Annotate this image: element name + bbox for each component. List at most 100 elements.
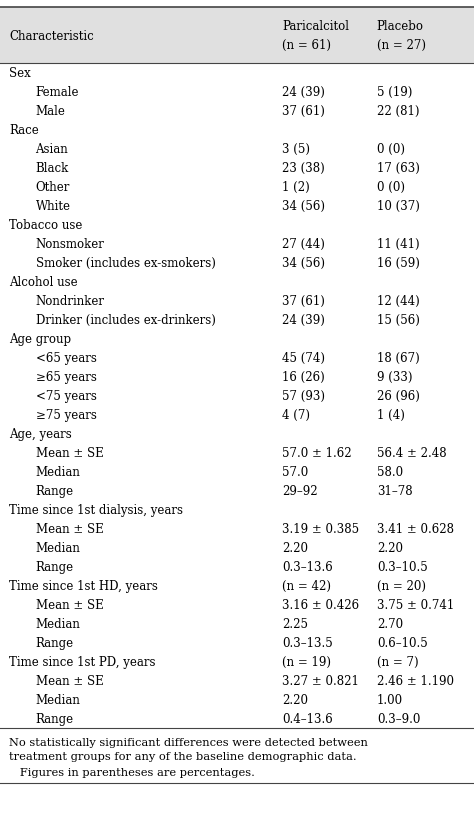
Text: 29–92: 29–92 [282, 484, 318, 498]
Text: Alcohol use: Alcohol use [9, 276, 78, 289]
Text: 3.16 ± 0.426: 3.16 ± 0.426 [282, 599, 359, 611]
Text: White: White [36, 200, 71, 213]
Text: Time since 1st PD, years: Time since 1st PD, years [9, 655, 156, 668]
Text: 16 (59): 16 (59) [377, 257, 419, 270]
Text: Paricalcitol: Paricalcitol [282, 21, 349, 33]
Text: 9 (33): 9 (33) [377, 371, 412, 383]
Text: Mean ± SE: Mean ± SE [36, 674, 103, 687]
Text: Time since 1st dialysis, years: Time since 1st dialysis, years [9, 503, 183, 517]
Text: 0.4–13.6: 0.4–13.6 [282, 712, 333, 725]
Text: Age group: Age group [9, 333, 72, 345]
Text: Sex: Sex [9, 67, 31, 80]
Text: Asian: Asian [36, 142, 68, 156]
Text: 0.3–9.0: 0.3–9.0 [377, 712, 420, 725]
Text: (n = 7): (n = 7) [377, 655, 419, 668]
Text: ≥75 years: ≥75 years [36, 408, 96, 421]
Text: (n = 20): (n = 20) [377, 580, 426, 592]
Text: Median: Median [36, 465, 81, 479]
Text: 2.46 ± 1.190: 2.46 ± 1.190 [377, 674, 454, 687]
Text: 24 (39): 24 (39) [282, 86, 325, 99]
Text: Age, years: Age, years [9, 427, 72, 440]
Text: 0.3–13.5: 0.3–13.5 [282, 636, 333, 649]
Text: Range: Range [36, 712, 73, 725]
Text: 1 (2): 1 (2) [282, 181, 310, 194]
Text: 3.19 ± 0.385: 3.19 ± 0.385 [282, 522, 359, 536]
Text: Median: Median [36, 617, 81, 630]
Text: 34 (56): 34 (56) [282, 200, 325, 213]
Text: 37 (61): 37 (61) [282, 105, 325, 118]
Text: 5 (19): 5 (19) [377, 86, 412, 99]
Text: (n = 42): (n = 42) [282, 580, 331, 592]
Text: 2.25: 2.25 [282, 617, 308, 630]
Text: 37 (61): 37 (61) [282, 295, 325, 308]
Text: 1 (4): 1 (4) [377, 408, 405, 421]
Text: 57 (93): 57 (93) [282, 389, 325, 402]
Text: Range: Range [36, 636, 73, 649]
Text: 31–78: 31–78 [377, 484, 412, 498]
Text: Figures in parentheses are percentages.: Figures in parentheses are percentages. [9, 767, 255, 777]
Text: Drinker (includes ex-drinkers): Drinker (includes ex-drinkers) [36, 314, 215, 326]
Text: Male: Male [36, 105, 65, 118]
Text: Mean ± SE: Mean ± SE [36, 522, 103, 536]
Text: ≥65 years: ≥65 years [36, 371, 96, 383]
Text: 3 (5): 3 (5) [282, 142, 310, 156]
Text: 2.20: 2.20 [282, 542, 308, 554]
Text: 27 (44): 27 (44) [282, 238, 325, 251]
Text: Median: Median [36, 542, 81, 554]
Text: 2.20: 2.20 [282, 693, 308, 706]
Text: 10 (37): 10 (37) [377, 200, 419, 213]
Text: 3.27 ± 0.821: 3.27 ± 0.821 [282, 674, 359, 687]
Text: 24 (39): 24 (39) [282, 314, 325, 326]
Text: 34 (56): 34 (56) [282, 257, 325, 270]
Text: Characteristic: Characteristic [9, 30, 94, 42]
Text: Range: Range [36, 484, 73, 498]
Text: Range: Range [36, 561, 73, 573]
Text: Placebo: Placebo [377, 21, 424, 33]
Text: 23 (38): 23 (38) [282, 161, 325, 175]
Text: 0 (0): 0 (0) [377, 142, 405, 156]
Text: 0.3–10.5: 0.3–10.5 [377, 561, 428, 573]
Text: 11 (41): 11 (41) [377, 238, 419, 251]
Text: Nondrinker: Nondrinker [36, 295, 105, 308]
Text: (n = 61): (n = 61) [282, 38, 331, 51]
Text: 4 (7): 4 (7) [282, 408, 310, 421]
Text: 3.41 ± 0.628: 3.41 ± 0.628 [377, 522, 454, 536]
Text: 0.6–10.5: 0.6–10.5 [377, 636, 428, 649]
Text: 2.70: 2.70 [377, 617, 403, 630]
Text: 58.0: 58.0 [377, 465, 403, 479]
Text: (n = 19): (n = 19) [282, 655, 331, 668]
Text: Female: Female [36, 86, 79, 99]
Text: 26 (96): 26 (96) [377, 389, 419, 402]
Text: 2.20: 2.20 [377, 542, 403, 554]
Text: 1.00: 1.00 [377, 693, 403, 706]
Text: Mean ± SE: Mean ± SE [36, 599, 103, 611]
Text: 18 (67): 18 (67) [377, 352, 419, 364]
Text: 56.4 ± 2.48: 56.4 ± 2.48 [377, 446, 447, 460]
Text: 22 (81): 22 (81) [377, 105, 419, 118]
Text: 45 (74): 45 (74) [282, 352, 325, 364]
Text: No statistically significant differences were detected between: No statistically significant differences… [9, 737, 368, 747]
Text: 3.75 ± 0.741: 3.75 ± 0.741 [377, 599, 454, 611]
Text: 17 (63): 17 (63) [377, 161, 419, 175]
Text: (n = 27): (n = 27) [377, 38, 426, 51]
Text: Tobacco use: Tobacco use [9, 219, 83, 232]
Text: 12 (44): 12 (44) [377, 295, 419, 308]
Text: Smoker (includes ex-smokers): Smoker (includes ex-smokers) [36, 257, 215, 270]
Text: Race: Race [9, 124, 39, 137]
Text: 0.3–13.6: 0.3–13.6 [282, 561, 333, 573]
Text: Median: Median [36, 693, 81, 706]
Text: <65 years: <65 years [36, 352, 96, 364]
Text: <75 years: <75 years [36, 389, 96, 402]
Text: 0 (0): 0 (0) [377, 181, 405, 194]
Text: 16 (26): 16 (26) [282, 371, 325, 383]
Text: treatment groups for any of the baseline demographic data.: treatment groups for any of the baseline… [9, 752, 357, 762]
Text: Mean ± SE: Mean ± SE [36, 446, 103, 460]
Text: 57.0 ± 1.62: 57.0 ± 1.62 [282, 446, 352, 460]
Bar [0, 8, 474, 64]
Text: Nonsmoker: Nonsmoker [36, 238, 104, 251]
Text: 15 (56): 15 (56) [377, 314, 419, 326]
Text: Black: Black [36, 161, 69, 175]
Text: Time since 1st HD, years: Time since 1st HD, years [9, 580, 158, 592]
Text: Other: Other [36, 181, 70, 194]
Text: 57.0: 57.0 [282, 465, 308, 479]
